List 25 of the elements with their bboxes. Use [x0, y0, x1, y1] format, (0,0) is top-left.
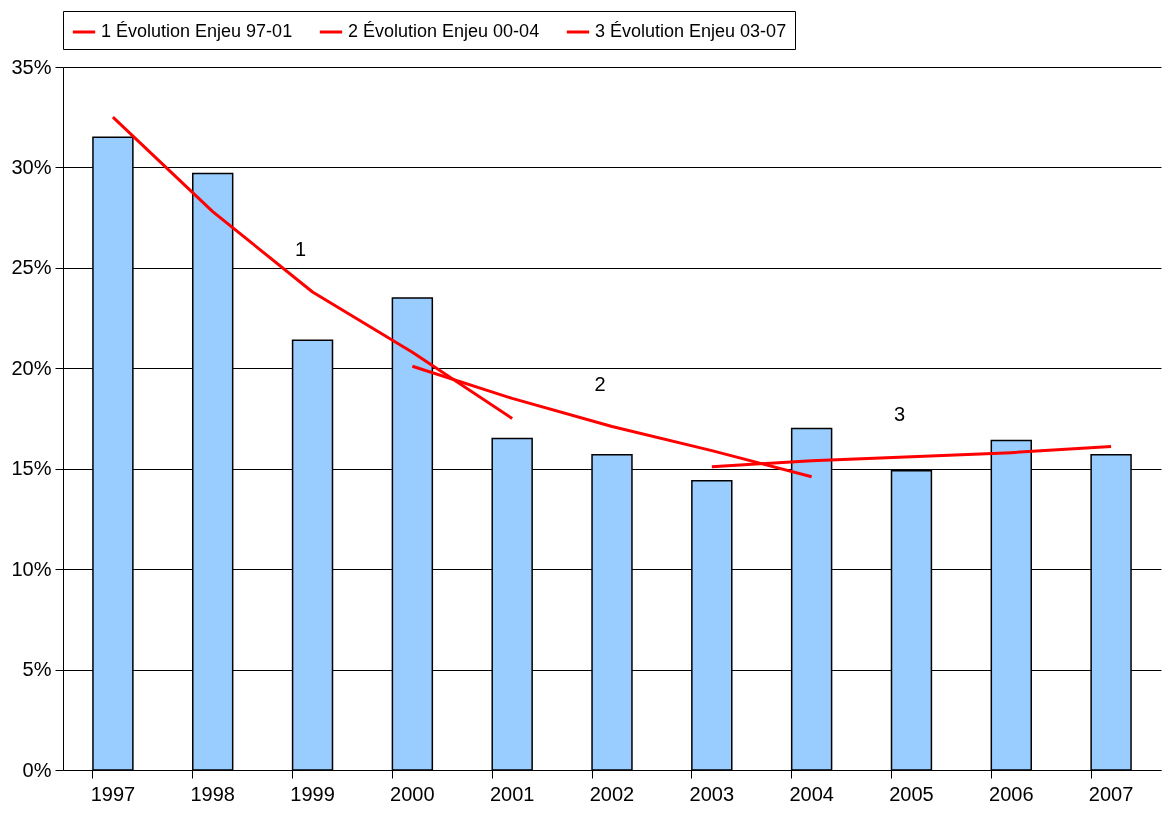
legend-label: 3 Évolution Enjeu 03-07 — [595, 21, 787, 41]
x-tick-label: 2005 — [889, 782, 934, 805]
x-tick-label: 2004 — [789, 782, 834, 805]
x-tick-label: 1998 — [190, 782, 235, 805]
y-tick-label: 5% — [22, 658, 52, 681]
x-tick-label: 2002 — [589, 782, 635, 805]
x-tick-label: 2001 — [489, 782, 535, 805]
x-tick-label: 2003 — [689, 782, 735, 805]
x-tick-label: 1997 — [90, 782, 136, 805]
y-tick-label: 0% — [22, 758, 52, 781]
x-tick-label: 2007 — [1088, 782, 1134, 805]
y-tick-label: 20% — [11, 356, 52, 379]
y-tick-label: 10% — [11, 557, 52, 580]
y-tick-label: 15% — [11, 457, 52, 480]
legend-label: 1 Évolution Enjeu 97-01 — [101, 21, 293, 41]
annotation: 1 — [294, 237, 307, 260]
annotation: 3 — [893, 402, 906, 425]
annotation: 2 — [594, 372, 606, 395]
y-tick-label: 25% — [11, 256, 52, 279]
x-tick-label: 2006 — [989, 782, 1034, 805]
x-tick-label: 1999 — [290, 782, 335, 805]
legend-label: 2 Évolution Enjeu 00-04 — [348, 21, 540, 41]
y-tick-label: 30% — [11, 155, 52, 178]
y-tick-label: 35% — [11, 55, 52, 78]
x-tick-label: 2000 — [390, 782, 435, 805]
